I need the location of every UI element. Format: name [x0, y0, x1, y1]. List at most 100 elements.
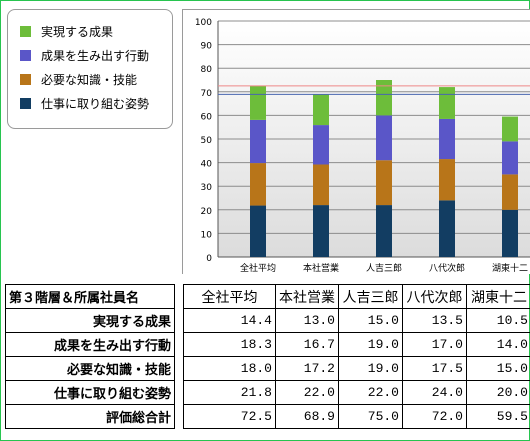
- x-tick-label: 本社営業: [303, 262, 339, 274]
- table-column-header: 八代次郎: [402, 284, 467, 309]
- table-row: 仕事に取り組む姿勢 21.8 22.0 22.0 24.0 20.0: [5, 380, 530, 405]
- table-cell-value: 15.0: [338, 308, 403, 333]
- bar-segment-shisei: [376, 205, 392, 257]
- y-tick-label: 30: [201, 183, 213, 193]
- legend-item-chishiki: 必要な知識・技能: [20, 70, 137, 88]
- bar-segment-kodo: [502, 141, 518, 175]
- legend-label-jitsugen: 実現する成果: [41, 24, 114, 39]
- table-row: 必要な知識・技能 18.0 17.2 19.0 17.5 15.0: [5, 356, 530, 381]
- table-column-header: 湖東十二: [466, 284, 530, 309]
- table-cell-value: 24.0: [402, 380, 467, 405]
- y-tick-label: 40: [201, 160, 213, 170]
- legend-item-jitsugen: 実現する成果: [20, 22, 113, 40]
- y-tick-label: 0: [206, 254, 212, 264]
- table-cell-value: 22.0: [338, 380, 403, 405]
- bar-segment-kodo: [250, 119, 266, 164]
- table-row: 評価総合計 72.5 68.9 75.0 72.0 59.5: [5, 404, 530, 429]
- x-tick-label: 人吉三郎: [366, 262, 402, 274]
- bar-segment-kodo: [376, 115, 392, 161]
- chart-legend: 実現する成果 成果を生み出す行動 必要な知識・技能 仕事に取り組む姿勢: [7, 9, 173, 129]
- table-header-label: 第３階層＆所属社員名: [5, 284, 175, 309]
- table-cell-value: 16.7: [275, 332, 339, 357]
- bar-segment-jitsugen: [250, 85, 266, 120]
- table-column-header: 全社平均: [183, 284, 276, 309]
- y-tick-label: 50: [201, 136, 213, 146]
- bar-segment-jitsugen: [376, 80, 392, 116]
- bar-segment-kodo: [439, 118, 455, 160]
- legend-swatch-kodo: [20, 49, 31, 61]
- table-gap-cell: [174, 380, 184, 405]
- chart-frame: 0 10 20 30 40 50 60 70 80 90 100 全社平均 本社営業 人吉三郎 八代次郎 湖東…: [182, 9, 530, 274]
- table-gap-cell: [174, 284, 184, 309]
- table-row-label: 成果を生み出す行動: [5, 332, 175, 357]
- table-cell-value: 18.3: [183, 332, 276, 357]
- bar-segment-shisei: [313, 205, 329, 257]
- table-row-label: 実現する成果: [5, 308, 175, 333]
- table-row: 実現する成果 14.4 13.0 15.0 13.5 10.5: [5, 308, 530, 333]
- bar-segment-kodo: [313, 125, 329, 165]
- legend-label-kodo: 成果を生み出す行動: [41, 48, 150, 63]
- table-cell-value: 17.2: [275, 356, 339, 381]
- table-cell-value: 13.0: [275, 308, 339, 333]
- table-column-header: 人吉三郎: [338, 284, 403, 309]
- table-cell-value: 59.5: [466, 404, 530, 429]
- legend-item-kodo: 成果を生み出す行動: [20, 46, 149, 64]
- legend-swatch-shisei: [20, 97, 31, 109]
- table-column-header: 本社営業: [275, 284, 339, 309]
- table-row-label: 評価総合計: [5, 404, 175, 429]
- table-cell-value: 13.5: [402, 308, 467, 333]
- bar-segment-shisei: [250, 205, 266, 257]
- table-gap-cell: [174, 356, 184, 381]
- bar-segment-chishiki: [502, 174, 518, 210]
- stacked-bar-chart: 0 10 20 30 40 50 60 70 80 90 100 全社平均 本社営業 人吉三郎 八代次郎 湖東…: [195, 18, 530, 274]
- table-cell-value: 75.0: [338, 404, 403, 429]
- table-cell-value: 20.0: [466, 380, 530, 405]
- table-cell-value: 18.0: [183, 356, 276, 381]
- table-gap-cell: [174, 332, 184, 357]
- table-cell-value: 17.5: [402, 356, 467, 381]
- bar-segment-jitsugen: [313, 94, 329, 126]
- y-tick-label: 80: [201, 65, 213, 75]
- table-cell-value: 19.0: [338, 332, 403, 357]
- legend-swatch-jitsugen: [20, 25, 31, 37]
- table-gap-cell: [174, 404, 184, 429]
- y-tick-label: 100: [195, 18, 212, 28]
- table-row-label: 仕事に取り組む姿勢: [5, 380, 175, 405]
- table-cell-value: 10.5: [466, 308, 530, 333]
- table-cell-value: 68.9: [275, 404, 339, 429]
- table-row-label: 必要な知識・技能: [5, 356, 175, 381]
- bar-segment-chishiki: [313, 164, 329, 206]
- table-cell-value: 17.0: [402, 332, 467, 357]
- table-gap-cell: [174, 308, 184, 333]
- table-cell-value: 19.0: [338, 356, 403, 381]
- evaluation-table: 第３階層＆所属社員名 全社平均 本社営業 人吉三郎 八代次郎 湖東十二 実現する成果 14.4…: [5, 284, 530, 429]
- x-tick-label: 八代次郎: [429, 262, 465, 274]
- table-cell-value: 15.0: [466, 356, 530, 381]
- table-cell-value: 72.0: [402, 404, 467, 429]
- legend-item-shisei: 仕事に取り組む姿勢: [20, 94, 149, 112]
- bar-segment-shisei: [502, 209, 518, 257]
- table-cell-value: 72.5: [183, 404, 276, 429]
- table-cell-value: 14.0: [466, 332, 530, 357]
- legend-label-chishiki: 必要な知識・技能: [41, 72, 138, 87]
- y-tick-label: 90: [201, 42, 213, 52]
- bar-segment-jitsugen: [502, 116, 518, 142]
- table-cell-value: 14.4: [183, 308, 276, 333]
- bar-segment-chishiki: [376, 160, 392, 206]
- table-cell-value: 22.0: [275, 380, 339, 405]
- y-tick-label: 20: [201, 207, 213, 217]
- bar-segment-shisei: [439, 200, 455, 257]
- table-header-row: 第３階層＆所属社員名 全社平均 本社営業 人吉三郎 八代次郎 湖東十二: [5, 284, 530, 309]
- bar-segment-chishiki: [439, 159, 455, 201]
- table-row: 成果を生み出す行動 18.3 16.7 19.0 17.0 14.0: [5, 332, 530, 357]
- x-tick-label: 湖東十二: [492, 262, 528, 274]
- x-tick-label: 全社平均: [240, 262, 276, 274]
- table-cell-value: 21.8: [183, 380, 276, 405]
- bar-segment-jitsugen: [439, 87, 455, 119]
- legend-label-shisei: 仕事に取り組む姿勢: [41, 96, 150, 111]
- y-tick-label: 10: [201, 230, 213, 240]
- legend-swatch-chishiki: [20, 73, 31, 85]
- bar-segment-chishiki: [250, 163, 266, 206]
- y-tick-label: 60: [201, 112, 213, 122]
- y-tick-label: 70: [201, 89, 213, 99]
